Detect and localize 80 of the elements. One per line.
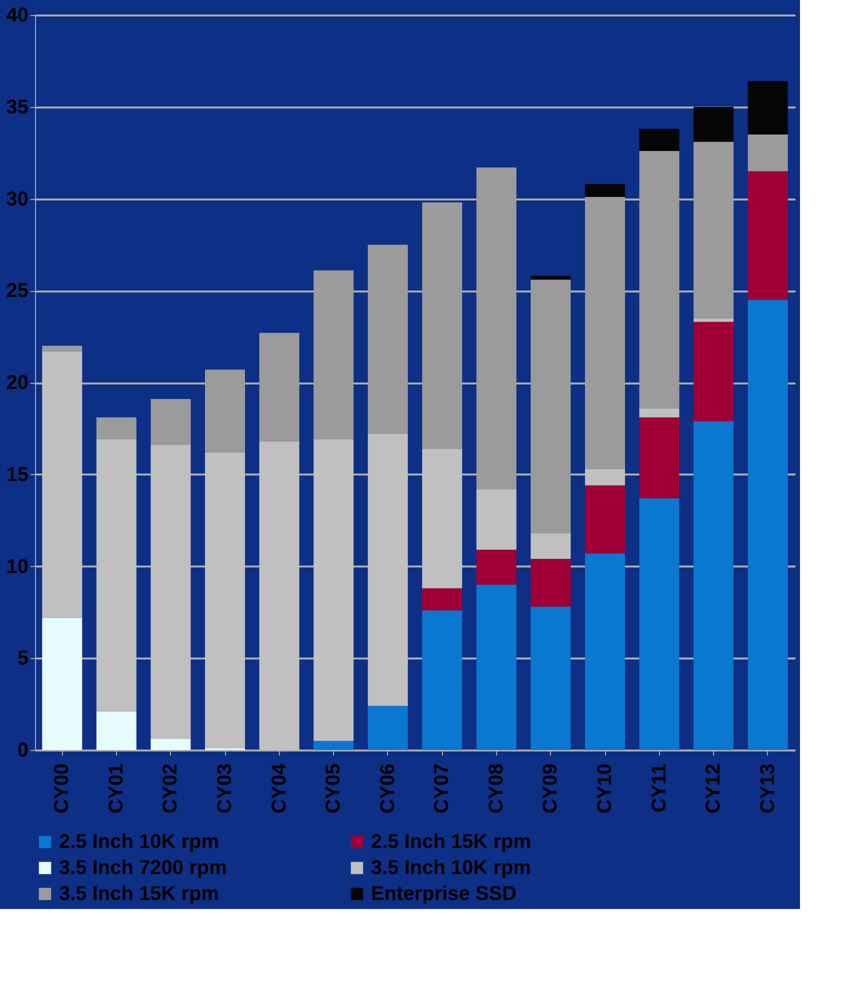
bar: [585, 184, 625, 197]
bar: [585, 468, 625, 486]
x-tick-label: CY07: [431, 764, 454, 814]
bar: [639, 408, 680, 418]
bar: [422, 588, 462, 610]
bar: [150, 399, 191, 445]
x-tick-label: CY02: [160, 764, 182, 814]
bar: [748, 134, 788, 172]
y-tick-label: 30: [6, 188, 28, 210]
bar: [530, 280, 571, 534]
bar: [422, 448, 462, 588]
bar: [585, 485, 625, 554]
x-tick-label: CY09: [540, 764, 562, 814]
bar: [150, 444, 191, 739]
x-tick-label: CY03: [214, 764, 236, 814]
bar: [748, 81, 788, 134]
x-tick-label: CY10: [594, 764, 616, 814]
bar: [694, 142, 734, 318]
bar: [42, 618, 82, 750]
y-tick-label: 0: [17, 740, 28, 762]
bar: [694, 106, 734, 142]
y-tick-label: 5: [17, 648, 28, 670]
legend-label: 3.5 Inch 7200 rpm: [59, 857, 227, 879]
bar: [694, 421, 734, 750]
bar: [530, 533, 571, 559]
bar: [42, 346, 82, 352]
legend-label: 2.5 Inch 10K rpm: [59, 831, 220, 853]
x-tick-label: CY05: [322, 764, 345, 814]
y-tick-label: 10: [6, 556, 28, 578]
x-tick-label: CY13: [756, 764, 779, 814]
bar: [476, 168, 516, 490]
bar: [368, 434, 408, 706]
bar: [639, 128, 680, 151]
bar: [585, 553, 625, 750]
x-tick-label: CY01: [105, 764, 128, 814]
x-tick-label: CY04: [268, 762, 290, 814]
bar: [585, 196, 625, 469]
bar: [476, 584, 516, 750]
bar: [748, 300, 788, 750]
bar: [205, 370, 245, 452]
y-tick-label: 15: [6, 464, 28, 486]
bar: [639, 498, 680, 750]
y-tick-label: 25: [6, 280, 28, 302]
y-tick-label: 40: [6, 4, 28, 26]
bar: [422, 610, 462, 750]
bar: [368, 244, 408, 434]
x-tick-label: CY12: [702, 764, 725, 814]
bar: [639, 417, 680, 498]
bar: [530, 558, 571, 607]
bar: [314, 740, 354, 750]
x-tick-label: CY06: [376, 764, 399, 814]
bar: [368, 706, 408, 750]
legend-label: 3.5 Inch 15K rpm: [59, 883, 220, 905]
bar: [150, 738, 191, 750]
bar: [476, 489, 516, 550]
bar: [748, 171, 788, 300]
x-tick-label: CY08: [485, 764, 508, 814]
bar: [476, 550, 516, 585]
x-tick-label: CY11: [648, 764, 670, 812]
bar: [314, 270, 354, 440]
y-tick-label: 20: [6, 372, 28, 394]
legend-label: 2.5 Inch 15K rpm: [371, 831, 532, 853]
bar: [530, 606, 571, 750]
bar: [530, 276, 571, 280]
bar: [96, 439, 136, 712]
legend-label: Enterprise SSD: [371, 883, 517, 905]
bar: [96, 711, 136, 750]
bar: [422, 202, 462, 449]
bar: [639, 150, 680, 408]
bar: [259, 441, 300, 750]
bar: [314, 439, 354, 741]
x-tick-label: CY00: [51, 764, 74, 814]
bar: [694, 318, 734, 322]
bar: [42, 351, 82, 618]
y-tick-label: 35: [6, 96, 28, 118]
legend-label: 3.5 Inch 10K rpm: [371, 857, 532, 879]
bar: [205, 452, 245, 748]
bar: [259, 332, 300, 442]
bar: [694, 322, 734, 422]
bar: [96, 417, 136, 440]
